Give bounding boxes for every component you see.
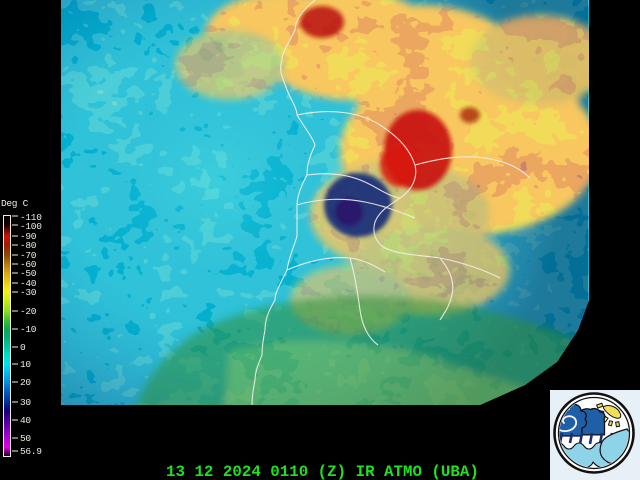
svg-text:30: 30 [20,397,31,408]
svg-text:-10: -10 [20,324,37,335]
svg-text:0: 0 [20,342,26,353]
svg-text:10: 10 [20,359,31,370]
svg-text:-30: -30 [20,287,37,298]
svg-text:13 12 2024 0110 (Z) IR ATMO (: 13 12 2024 0110 (Z) IR ATMO (UBA) [166,463,479,480]
svg-text:20: 20 [20,377,31,388]
svg-text:50: 50 [20,433,31,444]
svg-text:40: 40 [20,415,31,426]
svg-text:56.9: 56.9 [20,446,42,457]
svg-text:-20: -20 [20,306,37,317]
svg-text:Deg C: Deg C [1,198,29,209]
